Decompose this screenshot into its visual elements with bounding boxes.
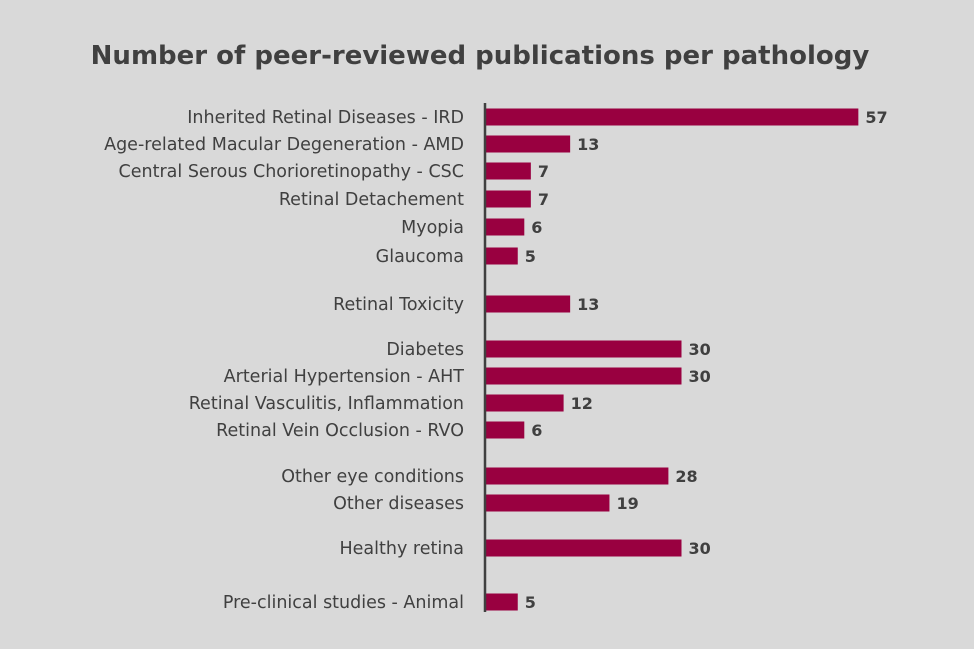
value-label: 5 xyxy=(525,593,536,612)
value-label: 12 xyxy=(571,394,593,413)
chart-title: Number of peer-reviewed publications per… xyxy=(91,41,870,71)
value-label: 13 xyxy=(577,135,599,154)
category-label: Central Serous Chorioretinopathy - CSC xyxy=(119,162,464,182)
value-label: 13 xyxy=(577,295,599,314)
category-label: Diabetes xyxy=(386,340,464,360)
bar xyxy=(485,494,610,512)
bar xyxy=(485,247,518,265)
value-label: 30 xyxy=(689,367,711,386)
bar xyxy=(485,340,682,358)
bar xyxy=(485,162,531,180)
value-label: 6 xyxy=(531,421,542,440)
value-label: 30 xyxy=(689,539,711,558)
value-label: 28 xyxy=(675,467,697,486)
category-label: Retinal Vein Occlusion - RVO xyxy=(216,421,464,441)
value-label: 7 xyxy=(538,162,549,181)
category-label: Retinal Vasculitis, Inflammation xyxy=(189,394,464,414)
bar xyxy=(485,467,669,485)
bar xyxy=(485,190,531,208)
category-label: Arterial Hypertension - AHT xyxy=(224,367,465,387)
category-label: Healthy retina xyxy=(340,539,465,559)
category-label: Myopia xyxy=(401,218,464,238)
category-label: Other eye conditions xyxy=(281,467,464,487)
value-label: 30 xyxy=(689,340,711,359)
bar xyxy=(485,593,518,611)
category-label: Retinal Detachement xyxy=(279,190,464,210)
value-label: 5 xyxy=(525,247,536,266)
category-label: Other diseases xyxy=(333,494,464,514)
bar xyxy=(485,421,525,439)
category-label: Retinal Toxicity xyxy=(333,295,464,315)
value-label: 7 xyxy=(538,190,549,209)
category-label: Glaucoma xyxy=(376,247,464,267)
bar xyxy=(485,539,682,557)
bar xyxy=(485,218,525,236)
category-label: Inherited Retinal Diseases - IRD xyxy=(187,108,464,128)
value-label: 6 xyxy=(531,218,542,237)
category-label: Pre-clinical studies - Animal xyxy=(223,593,464,613)
bar xyxy=(485,394,564,412)
bars-layer: Inherited Retinal Diseases - IRD 57Age-re… xyxy=(104,108,888,613)
category-label: Age-related Macular Degeneration - AMD xyxy=(104,135,464,155)
value-label: 19 xyxy=(616,494,638,513)
bar xyxy=(485,108,859,126)
bar xyxy=(485,295,571,313)
value-label: 57 xyxy=(865,108,887,127)
bar xyxy=(485,135,571,153)
bar xyxy=(485,367,682,385)
